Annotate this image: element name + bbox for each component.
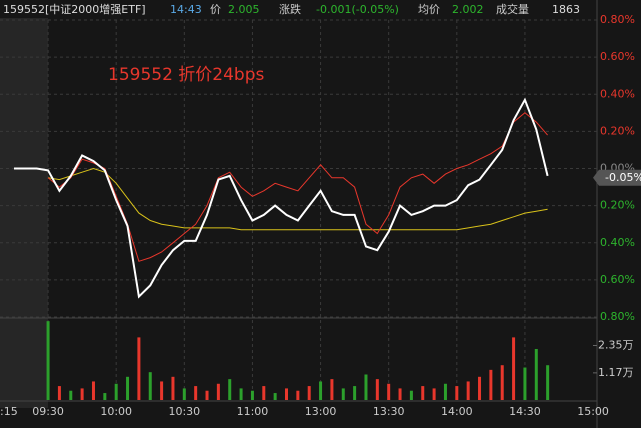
volume-bar	[466, 381, 470, 400]
y-tick-label: 0.60%	[600, 273, 635, 286]
volume-bar	[228, 379, 232, 400]
label: 成交量	[496, 2, 529, 16]
y-tick-label: 0.40%	[600, 87, 635, 100]
volume-bar	[80, 388, 84, 400]
volume-bar	[91, 381, 95, 400]
volume-bar	[194, 386, 198, 400]
y-tick-label: 0.40%	[600, 236, 635, 249]
y-tick-label: 0.60%	[600, 50, 635, 63]
y-tick-label: 0.80%	[600, 310, 635, 323]
volume-bar	[432, 388, 436, 400]
label: 涨跌	[279, 2, 301, 16]
avg: 2.002	[452, 3, 484, 16]
volume-bar	[296, 390, 300, 400]
last-price-tag	[593, 169, 641, 186]
volume-bar	[387, 383, 391, 400]
x-tick-label: 10:30	[168, 405, 200, 418]
volume-bar	[409, 390, 413, 400]
volume-bar	[69, 390, 73, 400]
volume-bar	[375, 379, 379, 400]
volume-bar	[250, 390, 254, 400]
volume-bar	[307, 386, 311, 400]
volume-bar	[114, 383, 118, 400]
code: 159552[中证2000增强ETF]	[3, 2, 146, 16]
pre-market-band	[0, 18, 48, 408]
price-line	[14, 97, 549, 299]
x-tick-label: 13:00	[305, 405, 337, 418]
change: -0.001(-0.05%)	[316, 3, 399, 16]
header: 159552[中证2000增强ETF] 14:43 价 2.005 涨跌 -0.…	[3, 2, 580, 16]
y-tick-label: 0.20%	[600, 124, 635, 137]
label: 均价	[418, 3, 440, 16]
volume-bar	[285, 388, 288, 400]
volume-bar	[182, 388, 186, 400]
label: 价	[210, 3, 221, 16]
y-tick-label: 1.17万	[598, 366, 634, 379]
x-tick-label: 11:00	[237, 405, 269, 418]
x-tick-label: 14:00	[441, 405, 473, 418]
volume-bar	[46, 321, 50, 400]
volume-bar	[319, 381, 323, 400]
volume-bar	[421, 386, 425, 400]
last-price-label: -0.05%	[605, 171, 641, 184]
volume-bar	[126, 376, 130, 400]
y-tick-label: 0.20%	[600, 199, 635, 212]
price: 2.005	[228, 3, 260, 16]
volume: 1863	[552, 3, 580, 16]
x-tick-label: 10:00	[100, 405, 132, 418]
volume-bar	[455, 386, 459, 400]
x-tick-label: 15:00	[577, 405, 609, 418]
x-tick-label: 13:30	[373, 405, 405, 418]
volume-bar	[546, 365, 550, 400]
y-tick-label: 0.80%	[600, 13, 635, 26]
volume-bar	[57, 386, 61, 400]
x-tick-label: :15	[0, 405, 18, 418]
volume-bar	[103, 393, 107, 400]
y-tick-label: 2.35万	[598, 339, 634, 352]
volume-bar	[353, 386, 357, 400]
x-tick-label: 14:30	[509, 405, 541, 418]
volume-bar	[534, 348, 538, 400]
price-line	[47, 112, 548, 262]
volume-bar	[443, 383, 447, 400]
volume-bar	[500, 365, 504, 400]
volume-bar	[341, 388, 345, 400]
time: 14:43	[170, 3, 202, 16]
volume-bar	[262, 386, 266, 400]
volume-bar	[512, 337, 516, 400]
volume-bar	[171, 376, 175, 400]
volume-bar	[137, 337, 141, 400]
volume-bar	[273, 393, 277, 400]
x-tick-label: 09:30	[32, 405, 64, 418]
volume-bar	[398, 388, 402, 400]
volume-bar	[160, 381, 164, 400]
volume-bar	[330, 379, 334, 400]
volume-bar	[148, 372, 152, 400]
price-line	[48, 167, 548, 231]
annotation: 159552 折价24bps	[108, 65, 265, 85]
volume-bar	[239, 388, 243, 400]
volume-bar	[364, 374, 368, 400]
volume-bar	[489, 369, 493, 400]
volume-bar	[523, 367, 527, 400]
volume-bar	[478, 376, 482, 400]
volume-bar	[205, 390, 209, 400]
volume-bar	[216, 383, 220, 400]
